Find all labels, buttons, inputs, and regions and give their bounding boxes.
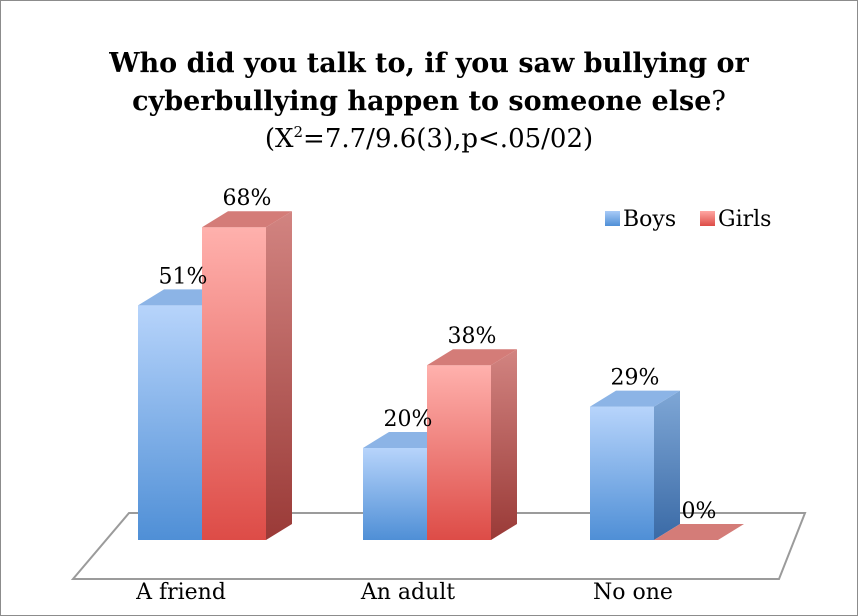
bar-girls-a-friend-side (266, 211, 292, 540)
data-label-boys-an-adult: 20% (384, 407, 433, 432)
x-tick-an-adult: An adult (360, 580, 455, 605)
x-tick-a-friend: A friend (135, 580, 226, 605)
bars-layer (138, 211, 744, 540)
x-tick-no-one: No one (593, 580, 673, 605)
legend-label-girls: Girls (718, 207, 771, 232)
bar-girls-an-adult (427, 349, 517, 540)
legend: Boys Girls (605, 207, 771, 232)
bar-girls-no-one-top (654, 524, 744, 540)
bar-boys-no-one-front (590, 406, 654, 540)
bar-girls-an-adult-front (427, 365, 491, 540)
bar-boys-a-friend-front (138, 305, 202, 540)
bar-boys-an-adult-front (363, 448, 427, 540)
chart-title-line2-bold: cyberbullying happen to someone else (132, 86, 711, 117)
bar-girls-a-friend-top (202, 211, 292, 228)
chart-subtitle: (X2=7.7/9.6(3),p<.05/02) (265, 123, 593, 154)
bar-boys-no-one-side (654, 390, 680, 540)
data-label-girls-a-friend: 68% (223, 186, 272, 211)
subtitle-superscript: 2 (294, 123, 304, 141)
legend-label-boys: Boys (623, 207, 676, 232)
bar-girls-an-adult-top (427, 349, 517, 366)
data-label-girls-no-one: 0% (682, 499, 717, 524)
bar-boys-no-one (590, 390, 680, 540)
chart-title-line1: Who did you talk to, if you saw bullying… (108, 48, 749, 79)
chart-title-line2: cyberbullying happen to someone else? (132, 86, 726, 117)
bar-girls-a-friend (202, 211, 292, 540)
bar-boys-no-one-top (590, 390, 680, 407)
data-labels-layer: 51% 68% 20% 38% 29% 0% (159, 186, 717, 524)
subtitle-part-b: =7.7/9.6(3),p<.05/02) (303, 124, 593, 154)
data-label-boys-no-one: 29% (611, 366, 660, 391)
legend-swatch-boys (605, 211, 620, 226)
bar-girls-no-one (654, 524, 744, 540)
bar-girls-an-adult-side (491, 349, 517, 540)
legend-swatch-girls (700, 211, 715, 226)
subtitle-part-a: (X (265, 124, 294, 154)
chart-title-question-mark: ? (711, 86, 725, 117)
data-label-girls-an-adult: 38% (448, 324, 497, 349)
data-label-boys-a-friend: 51% (159, 264, 208, 289)
bar-girls-a-friend-front (202, 227, 266, 540)
